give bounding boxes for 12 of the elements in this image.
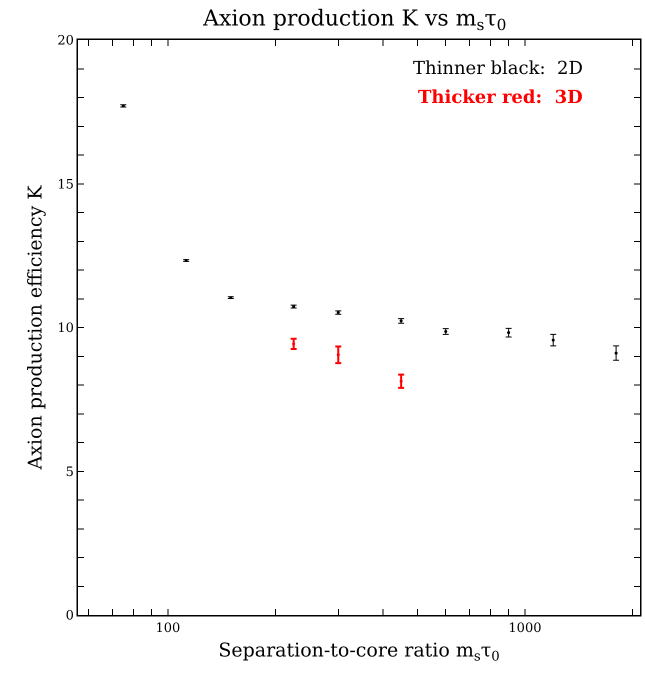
y-tick-label: 15 — [57, 177, 74, 192]
y-tick-label: 20 — [57, 34, 74, 49]
x-axis-title: Separation-to-core ratio m$_{s}$τ$_{0}$ — [218, 640, 500, 665]
text: Thicker red: 3D — [418, 87, 583, 108]
x-tick-label: 1000 — [508, 621, 542, 636]
x-tick-label: 100 — [155, 621, 180, 636]
y-tick-label: 0 — [66, 608, 74, 624]
y-tick-label: 10 — [57, 321, 74, 336]
y-axis-title: Axion production efficiency K — [24, 184, 46, 471]
y-tick-label: 5 — [66, 464, 74, 480]
chart-title: Axion production K vs m$_{s}$τ$_{0}$ — [202, 6, 506, 34]
legend-label: Thinner black: 2D — [413, 58, 583, 79]
